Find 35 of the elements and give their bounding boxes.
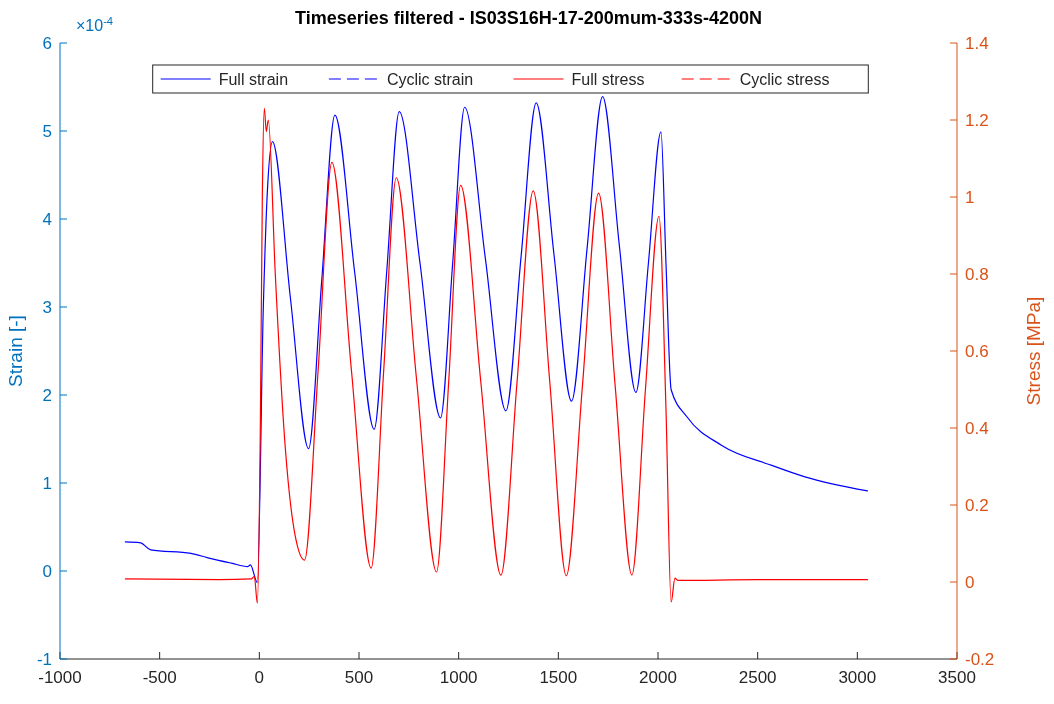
legend-label: Full stress: [571, 70, 645, 88]
x-tick-label: 2500: [738, 668, 777, 687]
x-tick-label: 0: [254, 668, 265, 687]
y2-tick-label: 0.6: [965, 342, 989, 361]
y-tick-label: 2: [42, 386, 52, 405]
y-tick-label: 6: [42, 34, 52, 53]
x-tick-label: 3000: [838, 668, 877, 687]
legend-label: Cyclic strain: [386, 70, 474, 88]
x-tick-label: 1000: [439, 668, 478, 687]
y-tick-label: 5: [42, 122, 52, 141]
x-tick-label: 500: [344, 668, 374, 687]
text: ×10$^{-4}$: [76, 15, 114, 34]
y-tick-label: 0: [42, 562, 52, 581]
y2-tick-label: 1.4: [965, 34, 989, 53]
x-tick-label: -1000: [38, 668, 82, 687]
y2-tick-label: 1.2: [965, 111, 989, 130]
y-axis-title: Strain [-]: [5, 315, 26, 387]
y2-tick-label: 0.8: [965, 265, 989, 284]
legend-label: Full strain: [218, 70, 289, 88]
x-tick-label: 1500: [539, 668, 578, 687]
y-tick-label: 3: [42, 298, 52, 317]
chart-title: Timeseries filtered - IS03S16H-17-200mum-333s-4200N: [295, 8, 762, 28]
y2-tick-label: 1: [965, 188, 975, 207]
y2-tick-label: -0.2: [965, 650, 995, 669]
y-tick-label: -1: [36, 650, 52, 669]
legend-label: Cyclic stress: [739, 70, 830, 88]
y2-axis-title: Stress [MPa]: [1023, 296, 1044, 406]
y2-tick-label: 0: [965, 573, 975, 592]
x-tick-label: 3500: [938, 668, 976, 687]
x-tick-label: -500: [142, 668, 177, 687]
y-tick-label: 4: [42, 210, 52, 229]
y-tick-label: 1: [42, 474, 52, 493]
y2-tick-label: 0.4: [965, 419, 989, 438]
y2-tick-label: 0.2: [965, 496, 989, 515]
x-tick-label: 2000: [639, 668, 677, 687]
